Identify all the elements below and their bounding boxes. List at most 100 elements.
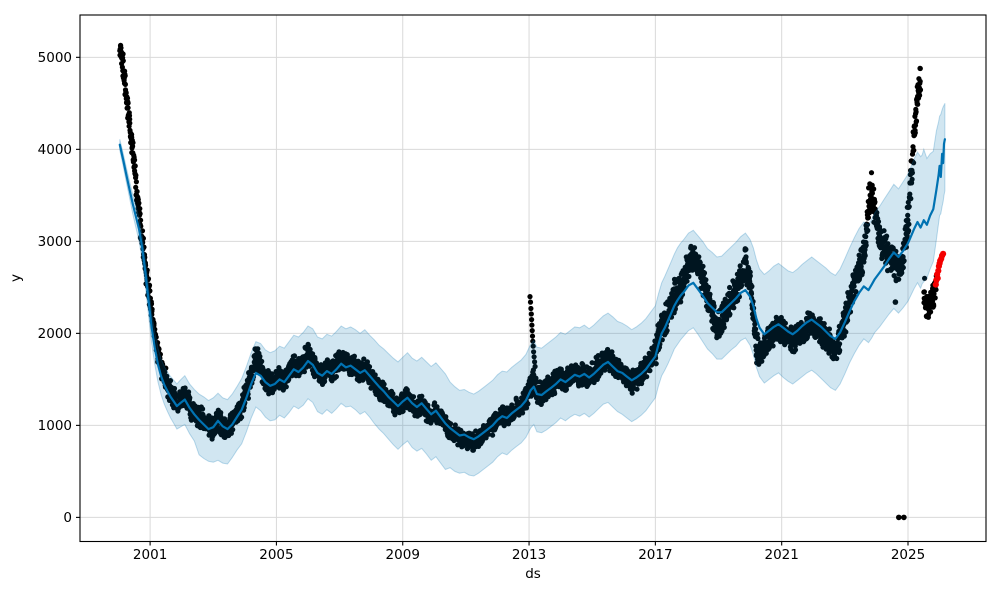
actual-point	[425, 402, 431, 408]
actual-point	[372, 372, 378, 378]
actual-point	[703, 277, 709, 283]
anomaly-point	[934, 275, 941, 282]
actual-point	[333, 374, 339, 380]
actual-point	[647, 368, 653, 374]
actual-point	[123, 90, 129, 96]
actual-point	[301, 369, 307, 375]
actual-point	[865, 215, 872, 221]
actual-point	[644, 374, 650, 380]
actual-point	[653, 361, 659, 367]
anomaly-point	[940, 250, 947, 257]
actual-point	[868, 170, 875, 176]
spike-point	[529, 333, 536, 339]
actual-point	[136, 200, 142, 206]
actual-point	[696, 254, 702, 260]
anomaly-points	[932, 250, 947, 288]
actual-point	[701, 270, 708, 276]
actual-point	[157, 351, 163, 357]
actual-point	[485, 431, 492, 437]
actual-point	[419, 393, 425, 399]
actual-point	[366, 364, 373, 370]
actual-point	[118, 45, 124, 51]
spike-point	[528, 305, 534, 312]
y-tick-label: 4000	[38, 142, 72, 158]
x-tick-label: 2017	[638, 547, 672, 563]
x-tick-label: 2013	[512, 547, 546, 563]
actual-point	[134, 188, 140, 195]
actual-point	[155, 340, 161, 346]
actual-point	[629, 390, 635, 396]
actual-point	[451, 437, 457, 444]
actual-point	[691, 245, 698, 251]
actual-point	[921, 289, 928, 295]
actual-point	[595, 353, 601, 359]
y-axis-label: y	[8, 274, 24, 282]
actual-point	[156, 346, 162, 352]
actual-point	[157, 355, 163, 361]
actual-point	[283, 384, 289, 390]
actual-point	[523, 405, 530, 411]
actual-point	[130, 140, 136, 146]
actual-point	[182, 385, 188, 391]
actual-point	[917, 65, 923, 72]
actual-point	[218, 410, 224, 416]
spike-point	[527, 294, 533, 300]
actual-point	[928, 309, 934, 315]
actual-point	[151, 321, 157, 327]
actual-point	[124, 95, 131, 101]
actual-point	[125, 100, 131, 106]
actual-point	[146, 282, 153, 288]
actual-point	[448, 421, 454, 427]
actual-point	[432, 400, 438, 406]
actual-point	[137, 211, 143, 217]
actual-point	[160, 361, 166, 367]
actual-point	[257, 353, 263, 360]
actual-point	[133, 179, 139, 185]
actual-point	[684, 278, 690, 284]
actual-point	[133, 184, 139, 190]
actual-point	[686, 273, 692, 280]
actual-point	[872, 199, 878, 205]
actual-point	[913, 118, 920, 124]
actual-point	[200, 406, 206, 412]
actual-point	[917, 78, 923, 84]
actual-point	[132, 157, 138, 163]
actual-point	[127, 116, 133, 122]
actual-point	[678, 299, 684, 305]
actual-point	[525, 401, 531, 407]
actual-point	[700, 263, 706, 269]
actual-point	[187, 395, 193, 401]
actual-point	[664, 328, 670, 334]
actual-point	[122, 81, 128, 87]
actual-point	[132, 163, 138, 169]
actual-point	[917, 87, 924, 93]
actual-point	[533, 375, 539, 381]
actual-point	[163, 365, 169, 371]
actual-point	[390, 391, 396, 397]
spike-point	[528, 311, 534, 317]
actual-point	[137, 206, 143, 212]
actual-point	[697, 260, 703, 266]
actual-point	[291, 353, 298, 359]
actual-point	[417, 412, 423, 418]
actual-point	[259, 358, 265, 364]
actual-point	[322, 375, 328, 381]
actual-point	[707, 291, 713, 297]
actual-point	[138, 217, 144, 223]
actual-point	[520, 410, 526, 416]
actual-point	[563, 386, 570, 393]
actual-point	[305, 342, 311, 348]
actual-point	[162, 369, 168, 375]
actual-point	[148, 301, 155, 307]
actual-point	[410, 394, 417, 400]
actual-point	[351, 353, 357, 359]
actual-point	[917, 92, 923, 98]
actual-point	[269, 371, 275, 377]
actual-point	[171, 385, 178, 392]
y-tick-label: 1000	[38, 418, 72, 434]
y-tick-label: 0	[63, 510, 72, 526]
actual-point	[239, 414, 245, 420]
actual-point	[120, 51, 126, 57]
y-tick-label: 5000	[38, 50, 72, 66]
